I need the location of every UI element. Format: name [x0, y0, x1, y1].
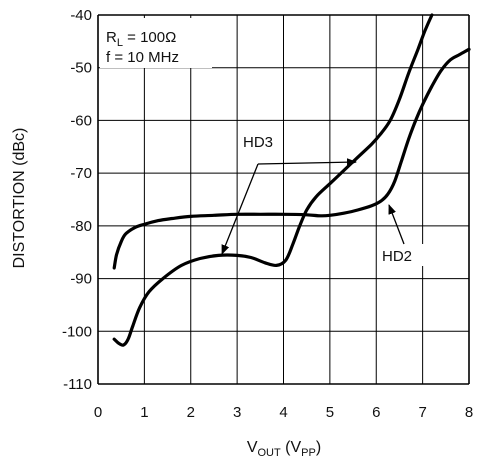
series-line-hd2 [112, 47, 471, 270]
y-axis-title: DISTORTION (dBc) [11, 128, 28, 269]
freq-condition: f = 10 MHz [106, 49, 179, 66]
hd3-label: HD3 [243, 134, 273, 151]
conditions-box [100, 18, 212, 68]
y-tick-label: -70 [70, 165, 92, 182]
x-axis-title-main: V [247, 439, 258, 456]
rl-sub: L [117, 37, 123, 49]
y-tick-label: -50 [70, 60, 92, 77]
x-axis-title-sub2: PP [301, 447, 316, 459]
x-axis-title-sub1: OUT [257, 447, 281, 459]
x-tick-label: 4 [279, 404, 287, 421]
x-tick-label: 8 [465, 404, 473, 421]
series-line-hd3 [112, 13, 434, 347]
y-tick-label: -90 [70, 271, 92, 288]
x-tick-label: 6 [372, 404, 380, 421]
x-axis-title: VOUT (VPP) [247, 439, 321, 459]
hd2-label-bg [380, 244, 424, 266]
hd2-label: HD2 [382, 248, 412, 265]
hd3-label-bg [240, 130, 282, 152]
x-tick-label: 1 [140, 404, 148, 421]
hd3-arrow-lower [221, 163, 259, 255]
rl-condition: RL = 100Ω [106, 29, 176, 49]
rl-main: R [106, 29, 117, 46]
x-tick-label: 0 [94, 404, 102, 421]
x-axis-title-mid: (V [281, 439, 302, 456]
y-tick-label: -40 [70, 7, 92, 24]
x-tick-label: 3 [233, 404, 241, 421]
y-tick-label: -80 [70, 218, 92, 235]
y-tick-label: -110 [63, 376, 92, 393]
x-axis-title-end: ) [316, 439, 321, 456]
y-tick-label: -60 [70, 112, 92, 129]
tick-labels: 0 1 2 3 4 5 6 7 8 -110 -100 -90 -80 -70 -60 -50 -40 [62, 7, 473, 421]
series [112, 13, 471, 347]
x-tick-label: 2 [187, 404, 195, 421]
grid [97, 14, 470, 385]
y-tick-label: -100 [62, 323, 92, 340]
hd2-arrow [388, 204, 405, 245]
rl-rest: = 100Ω [123, 29, 176, 46]
x-tick-label: 5 [326, 404, 334, 421]
hd3-arrow-upper [257, 158, 357, 167]
x-tick-label: 7 [418, 404, 426, 421]
